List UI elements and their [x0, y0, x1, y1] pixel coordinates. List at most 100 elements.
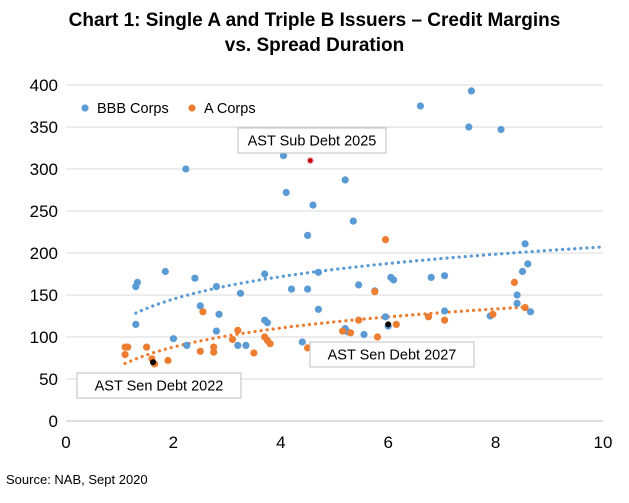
a-point — [510, 278, 518, 286]
x-tick-label: 4 — [276, 433, 285, 452]
a-point — [143, 343, 151, 351]
bbb-point — [169, 335, 177, 343]
a-point — [304, 344, 312, 352]
bbb-point — [526, 308, 535, 316]
x-tick-label: 6 — [383, 433, 392, 452]
a-point — [381, 236, 390, 244]
y-tick-label: 150 — [30, 286, 58, 305]
annotation-box — [237, 127, 387, 154]
a-point — [234, 326, 242, 334]
bbb-point — [467, 87, 475, 95]
x-tick-label: 2 — [169, 433, 178, 452]
annotation-box — [76, 372, 242, 399]
x-tick-label: 0 — [61, 433, 70, 452]
annotation-label: AST Sen Debt 2027 — [328, 348, 457, 364]
bbb-point — [298, 338, 306, 346]
y-tick-label: 200 — [30, 244, 58, 263]
highlight-point — [150, 359, 156, 366]
a-point — [371, 288, 379, 296]
bbb-point — [390, 276, 398, 284]
bbb-point — [161, 267, 169, 276]
bbb-point — [242, 341, 250, 349]
bbb-point — [314, 268, 322, 276]
bbb-point — [261, 270, 269, 278]
a-point — [424, 313, 433, 321]
bbb-point — [416, 102, 424, 110]
chart-title-line-1: Chart 1: Single A and Triple B Issuers –… — [68, 10, 561, 31]
bbb-point — [360, 330, 368, 339]
bbb-point — [263, 319, 271, 327]
bbb-point — [282, 188, 290, 197]
bbb-point — [191, 274, 199, 282]
y-tick-label: 350 — [30, 118, 58, 137]
bbb-point — [314, 305, 322, 313]
bbb-point — [518, 267, 527, 276]
highlight-point — [306, 157, 314, 165]
a-point — [355, 316, 363, 324]
legend-marker — [81, 104, 89, 112]
legend-marker — [188, 104, 196, 112]
a-point — [210, 348, 218, 356]
annotation-label: AST Sub Debt 2025 — [248, 134, 377, 150]
annotation-label: AST Sen Debt 2022 — [95, 379, 224, 395]
bbb-point — [465, 123, 473, 131]
bbb-point — [182, 165, 190, 173]
y-tick-label: 400 — [30, 76, 58, 95]
legend-label: A Corps — [204, 101, 256, 117]
bbb-point — [236, 289, 245, 297]
bbb-point — [441, 272, 449, 280]
bbb-point — [304, 231, 312, 239]
a-point — [228, 335, 237, 344]
bbb-point — [304, 285, 312, 293]
a-point — [339, 327, 347, 335]
y-tick-label: 100 — [30, 328, 58, 347]
a-point — [489, 310, 497, 318]
x-tick-label: 10 — [594, 433, 613, 452]
bbb-point — [427, 273, 435, 281]
a-point — [521, 304, 529, 312]
bbb-point — [196, 302, 204, 310]
bbb-point — [215, 310, 223, 318]
bbb-point — [524, 260, 532, 268]
bbb-point — [212, 327, 220, 335]
bbb-point — [133, 278, 141, 286]
bbb-point — [183, 341, 191, 349]
a-point — [266, 340, 274, 348]
bbb-point — [212, 283, 220, 291]
chart-title-line-2: vs. Spread Duration — [224, 35, 405, 56]
bbb-point — [132, 320, 140, 328]
a-point — [121, 351, 129, 359]
bbb-point — [341, 176, 349, 184]
source-note: Source: NAB, Sept 2020 — [6, 472, 148, 487]
a-point — [347, 329, 355, 337]
bbb-point — [381, 313, 390, 321]
x-tick-label: 8 — [491, 433, 500, 452]
bbb-point — [309, 201, 317, 209]
a-point — [196, 347, 204, 355]
y-tick-label: 250 — [30, 202, 58, 221]
bbb-point — [521, 240, 529, 248]
legend-label: BBB Corps — [97, 101, 169, 117]
a-point — [210, 343, 218, 351]
a-point — [164, 356, 172, 365]
bbb-point — [349, 217, 357, 225]
bbb-point — [287, 285, 296, 293]
bbb-point — [513, 299, 521, 307]
a-point — [124, 343, 132, 351]
highlight-point — [385, 321, 392, 328]
y-tick-label: 50 — [39, 370, 58, 389]
chart-title: Chart 1: Single A and Triple B Issuers –… — [0, 8, 629, 58]
bbb-point — [441, 307, 449, 315]
a-point — [392, 320, 400, 328]
bbb-point — [497, 125, 505, 134]
a-point — [199, 308, 207, 316]
bbb-point — [513, 291, 521, 299]
annotation-box — [309, 341, 475, 368]
a-point — [441, 316, 449, 324]
bbb-trendline — [134, 245, 605, 315]
y-tick-label: 300 — [30, 160, 58, 179]
bbb-point — [234, 341, 242, 349]
y-tick-label: 0 — [49, 412, 58, 431]
bbb-point — [355, 281, 363, 289]
bbb-point — [279, 152, 288, 160]
